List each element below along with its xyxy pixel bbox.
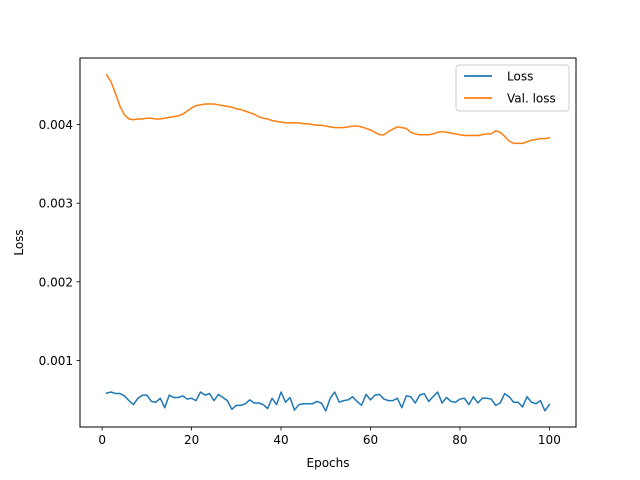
legend: Loss Val. loss	[455, 64, 570, 112]
plot-frame	[79, 57, 577, 428]
legend-label-loss: Loss	[507, 70, 533, 84]
y-axis-label: Loss	[12, 229, 26, 255]
x-axis-ticks: 0 20 40 60 80 100	[98, 427, 561, 447]
legend-label-val-loss: Val. loss	[507, 92, 556, 106]
y-tick-label: 0.002	[39, 275, 73, 289]
y-tick-label: 0.001	[39, 354, 73, 368]
series-line-val-loss	[105, 73, 551, 145]
x-axis-label: Epochs	[307, 456, 350, 470]
y-axis-ticks: 0.001 0.002 0.003 0.004	[39, 118, 80, 368]
x-tick-label: 60	[363, 433, 378, 447]
series-layer	[105, 73, 551, 412]
x-tick-label: 40	[273, 433, 288, 447]
x-tick-label: 80	[452, 433, 467, 447]
y-tick-label: 0.003	[39, 197, 73, 211]
series-line-loss	[105, 391, 551, 412]
x-tick-label: 100	[538, 433, 561, 447]
x-tick-label: 20	[184, 433, 199, 447]
y-tick-label: 0.004	[39, 118, 73, 132]
x-tick-label: 0	[98, 433, 106, 447]
